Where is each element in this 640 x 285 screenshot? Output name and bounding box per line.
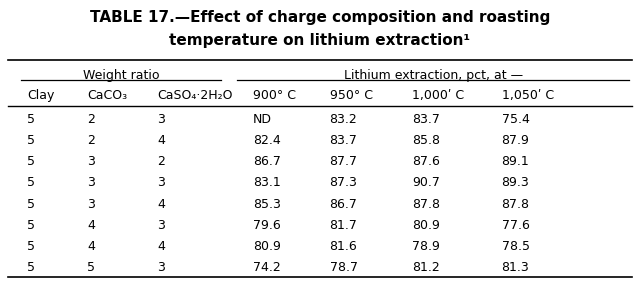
Text: TABLE 17.—Effect of charge composition and roasting: TABLE 17.—Effect of charge composition a… <box>90 10 550 25</box>
Text: 89.3: 89.3 <box>502 176 529 190</box>
Text: 78.9: 78.9 <box>412 240 440 253</box>
Text: 2: 2 <box>88 113 95 126</box>
Text: 83.2: 83.2 <box>330 113 357 126</box>
Text: 85.3: 85.3 <box>253 198 281 211</box>
Text: 83.7: 83.7 <box>330 134 357 147</box>
Text: 950° C: 950° C <box>330 89 372 102</box>
Text: 5: 5 <box>27 155 35 168</box>
Text: 87.6: 87.6 <box>412 155 440 168</box>
Text: 87.8: 87.8 <box>502 198 530 211</box>
Text: Weight ratio: Weight ratio <box>83 69 159 82</box>
Text: 4: 4 <box>157 240 165 253</box>
Text: 5: 5 <box>27 198 35 211</box>
Text: 82.4: 82.4 <box>253 134 281 147</box>
Text: 4: 4 <box>157 134 165 147</box>
Text: 5: 5 <box>88 261 95 274</box>
Text: 87.8: 87.8 <box>412 198 440 211</box>
Text: 5: 5 <box>27 240 35 253</box>
Text: 90.7: 90.7 <box>412 176 440 190</box>
Text: 86.7: 86.7 <box>330 198 357 211</box>
Text: 3: 3 <box>88 176 95 190</box>
Text: 5: 5 <box>27 134 35 147</box>
Text: 79.6: 79.6 <box>253 219 281 232</box>
Text: CaSO₄·2H₂O: CaSO₄·2H₂O <box>157 89 233 102</box>
Text: 3: 3 <box>157 219 165 232</box>
Text: 78.5: 78.5 <box>502 240 530 253</box>
Text: 2: 2 <box>157 155 165 168</box>
Text: 87.9: 87.9 <box>502 134 529 147</box>
Text: 74.2: 74.2 <box>253 261 281 274</box>
Text: 5: 5 <box>27 219 35 232</box>
Text: 78.7: 78.7 <box>330 261 358 274</box>
Text: 3: 3 <box>157 261 165 274</box>
Text: 3: 3 <box>88 198 95 211</box>
Text: 86.7: 86.7 <box>253 155 281 168</box>
Text: 81.3: 81.3 <box>502 261 529 274</box>
Text: 1,050ʹ C: 1,050ʹ C <box>502 89 554 102</box>
Text: Lithium extraction, pct, at —: Lithium extraction, pct, at — <box>344 69 523 82</box>
Text: temperature on lithium extraction¹: temperature on lithium extraction¹ <box>170 33 470 48</box>
Text: ND: ND <box>253 113 272 126</box>
Text: 83.7: 83.7 <box>412 113 440 126</box>
Text: 75.4: 75.4 <box>502 113 529 126</box>
Text: 3: 3 <box>157 176 165 190</box>
Text: 5: 5 <box>27 113 35 126</box>
Text: 83.1: 83.1 <box>253 176 281 190</box>
Text: 1,000ʹ C: 1,000ʹ C <box>412 89 465 102</box>
Text: 77.6: 77.6 <box>502 219 529 232</box>
Text: CaCO₃: CaCO₃ <box>88 89 127 102</box>
Text: 89.1: 89.1 <box>502 155 529 168</box>
Text: 87.7: 87.7 <box>330 155 358 168</box>
Text: Clay: Clay <box>27 89 54 102</box>
Text: 85.8: 85.8 <box>412 134 440 147</box>
Text: 80.9: 80.9 <box>253 240 281 253</box>
Text: 81.2: 81.2 <box>412 261 440 274</box>
Text: 4: 4 <box>88 219 95 232</box>
Text: 3: 3 <box>157 113 165 126</box>
Text: 81.7: 81.7 <box>330 219 357 232</box>
Text: 900° C: 900° C <box>253 89 296 102</box>
Text: 5: 5 <box>27 261 35 274</box>
Text: 87.3: 87.3 <box>330 176 357 190</box>
Text: 2: 2 <box>88 134 95 147</box>
Text: 81.6: 81.6 <box>330 240 357 253</box>
Text: 80.9: 80.9 <box>412 219 440 232</box>
Text: 4: 4 <box>157 198 165 211</box>
Text: 3: 3 <box>88 155 95 168</box>
Text: 4: 4 <box>88 240 95 253</box>
Text: 5: 5 <box>27 176 35 190</box>
